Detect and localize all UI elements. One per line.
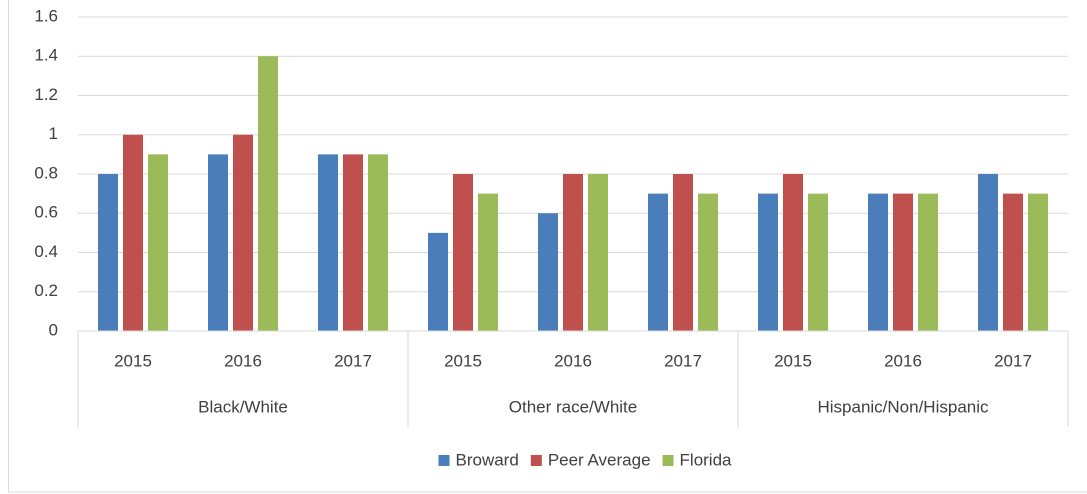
y-tick-label: 1.4 [34, 46, 58, 65]
x-tick-label: 2015 [774, 351, 812, 370]
legend-swatch [438, 455, 450, 466]
y-tick-label: 1.6 [34, 6, 58, 25]
bar [343, 154, 363, 331]
bar [538, 213, 558, 331]
bar [368, 154, 388, 331]
bar [453, 174, 473, 331]
bar [808, 193, 828, 331]
bar [758, 193, 778, 331]
x-tick-label: 2017 [664, 351, 702, 370]
x-tick-label: 2015 [444, 351, 482, 370]
bar [698, 193, 718, 331]
bar [783, 174, 803, 331]
legend-label: Peer Average [548, 450, 651, 469]
legend-swatch [530, 455, 542, 466]
bar [978, 174, 998, 331]
y-tick-label: 0.8 [34, 163, 58, 182]
bar [918, 193, 938, 331]
bar [208, 154, 228, 331]
bar [233, 134, 253, 331]
legend-swatch [662, 455, 674, 466]
bar [428, 232, 448, 331]
x-tick-label: 2015 [114, 351, 152, 370]
bar [563, 174, 583, 331]
y-tick-label: 0.6 [34, 203, 58, 222]
bar [893, 193, 913, 331]
legend-label: Florida [680, 450, 733, 469]
group-label: Other race/White [509, 397, 638, 416]
bar [648, 193, 668, 331]
y-tick-label: 0.2 [34, 281, 58, 300]
y-tick-label: 0 [49, 320, 58, 339]
bar [148, 154, 168, 331]
bar [478, 193, 498, 331]
bar [1028, 193, 1048, 331]
y-tick-label: 1.2 [34, 85, 58, 104]
bar [98, 174, 118, 331]
bar [588, 174, 608, 331]
bar [673, 174, 693, 331]
bar [318, 154, 338, 331]
y-tick-label: 1 [49, 124, 58, 143]
x-tick-label: 2016 [224, 351, 262, 370]
x-tick-label: 2016 [884, 351, 922, 370]
x-tick-label: 2017 [994, 351, 1032, 370]
legend-label: Broward [456, 450, 519, 469]
group-label: Hispanic/Non/Hispanic [817, 397, 989, 416]
bar [258, 56, 278, 331]
x-tick-label: 2017 [334, 351, 372, 370]
bar [1003, 193, 1023, 331]
bar [868, 193, 888, 331]
y-tick-label: 0.4 [34, 242, 58, 261]
x-tick-label: 2016 [554, 351, 592, 370]
group-label: Black/White [198, 397, 288, 416]
bar [123, 134, 143, 331]
